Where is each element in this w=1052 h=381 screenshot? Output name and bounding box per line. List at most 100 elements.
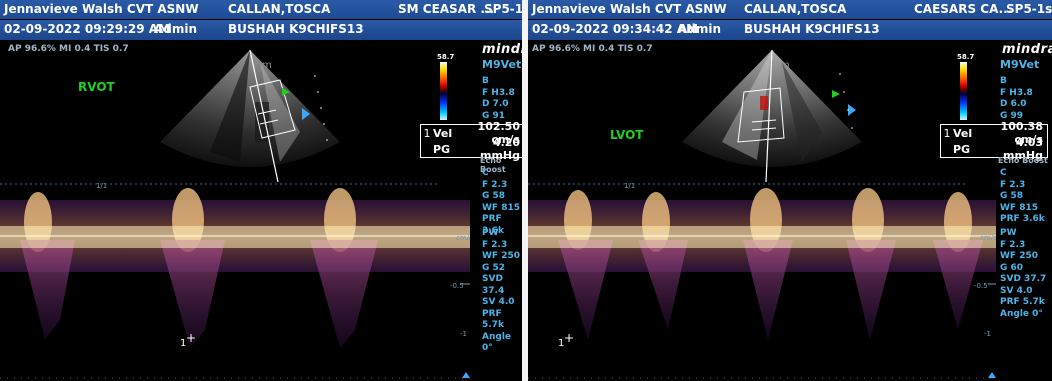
operator: Admin xyxy=(678,22,722,36)
institution: Jennavieve Walsh CVT ASNW xyxy=(532,2,727,16)
param-pw-header: PW xyxy=(1000,228,1017,238)
param-c-gain: G 58 xyxy=(482,191,506,201)
param-b-freq: F H3.8 xyxy=(1000,87,1033,98)
param-pw-freq: F 2.3 xyxy=(482,239,508,250)
measurement-box: 1 Vel 100.38 cm/s PG 4.03 mmHg xyxy=(940,120,1048,162)
param-c-wf: WF 815 xyxy=(1000,202,1038,213)
patient-id: BUSHAH K9CHIFS13 xyxy=(744,22,880,36)
echo-boost-label: Echo Boost xyxy=(480,156,506,174)
left-panel: Jennavieve Walsh CVT ASNW CALLAN,TOSCA S… xyxy=(0,0,522,381)
scale-label: 1/1 xyxy=(624,182,635,190)
measurement-row-gradient: PG 4.03 mmHg xyxy=(941,136,1047,162)
param-b-gain: G 99 xyxy=(1000,110,1024,121)
model-name: M9Vet xyxy=(482,58,522,71)
right-panel: Jennavieve Walsh CVT ASNW CALLAN,TOSCA C… xyxy=(528,0,1052,381)
acoustic-output: AP 96.6% MI 0.4 TIS 0.7 xyxy=(8,44,129,54)
scale-label: 1/1 xyxy=(96,182,107,190)
param-c-header: C xyxy=(482,168,489,178)
color-scale-bar xyxy=(440,62,447,120)
param-pw-gain: G 60 xyxy=(1000,262,1024,273)
param-c-prf: PRF 3.6k xyxy=(482,214,504,236)
param-c-freq: F 2.3 xyxy=(1000,179,1026,190)
tick-label: -0.5 xyxy=(974,282,988,290)
color-params: C F 2.3 G 58 WF 815 PRF 3.6k xyxy=(482,168,522,237)
doppler-spectrum: 1/1 cm/s -0.5 -1 1 + xyxy=(0,182,470,379)
param-b-header: B xyxy=(482,76,489,86)
b-mode-params: B F H3.8 D 7.0 G 91 xyxy=(482,76,515,122)
b-mode-sector-image: m xyxy=(682,49,862,182)
measurement-row-velocity: 1 Vel 100.38 cm/s xyxy=(941,120,1047,146)
param-c-header: C xyxy=(1000,168,1007,178)
header-row-1: Jennavieve Walsh CVT ASNW CALLAN,TOSCA S… xyxy=(0,0,522,19)
spectral-peaks-down xyxy=(558,240,983,340)
param-pw-header: PW xyxy=(482,228,499,238)
header-row-2: 02-09-2022 09:29:29 AM Admin BUSHAH K9CH… xyxy=(0,20,522,40)
svg-text:m: m xyxy=(262,60,272,71)
color-scale-max: 58.7 xyxy=(437,53,455,61)
measurement-label: Vel xyxy=(433,126,453,140)
measurement-value: 100.38 cm/s xyxy=(1000,120,1043,146)
param-pw-wf: WF 250 xyxy=(1000,251,1038,261)
measurement-label: Vel xyxy=(953,126,973,140)
clinician: SM CEASAR ... xyxy=(398,2,495,16)
measurement-label: PG xyxy=(433,142,451,156)
param-pw-svd: SVD 37.4 xyxy=(482,274,505,296)
caliper-label: 1 xyxy=(180,338,186,349)
param-pw-gain: G 52 xyxy=(482,262,506,273)
tick-label: -0.5 xyxy=(450,282,464,290)
param-pw-prf: PRF 5.7k xyxy=(1000,297,1045,307)
depth-ticks xyxy=(839,73,853,129)
svg-text:+: + xyxy=(564,331,574,345)
svg-text:+: + xyxy=(186,331,196,345)
param-pw-prf: PRF 5.7k xyxy=(482,308,504,331)
param-pw-svd: SVD 37.7 xyxy=(1000,274,1047,284)
measurement-value: 4.20 mmHg xyxy=(479,136,520,162)
param-c-gain: G 58 xyxy=(1000,191,1024,201)
brand-logo: mindray xyxy=(482,42,522,57)
exam-datetime: 02-09-2022 09:29:29 AM xyxy=(4,22,171,36)
operator: Admin xyxy=(154,22,198,36)
param-b-depth: D 7.0 xyxy=(482,99,509,109)
patient-id: BUSHAH K9CHIFS13 xyxy=(228,22,364,36)
pw-params: PW F 2.3 WF 250 G 52 SVD 37.4 SV 4.0 PRF… xyxy=(482,228,522,355)
param-c-prf: PRF 3.6k xyxy=(1000,214,1045,224)
param-c-freq: F 2.3 xyxy=(482,179,508,190)
panel-divider xyxy=(522,0,528,381)
view-label: LVOT xyxy=(610,128,644,142)
doppler-spectrum: 1/1 cm/s -0.5 -1 1 + xyxy=(528,182,996,379)
header-row-1: Jennavieve Walsh CVT ASNW CALLAN,TOSCA C… xyxy=(528,0,1052,19)
param-b-gain: G 91 xyxy=(482,110,506,121)
measurement-index: 1 xyxy=(423,126,431,140)
view-label: RVOT xyxy=(78,80,115,94)
param-pw-wf: WF 250 xyxy=(482,251,520,261)
svg-text:m: m xyxy=(780,60,790,71)
color-scale-bar xyxy=(960,62,967,120)
patient-name: CALLAN,TOSCA xyxy=(228,2,331,16)
measurement-row-gradient: PG 4.20 mmHg xyxy=(421,136,522,162)
param-pw-angle: Angle 0° xyxy=(482,331,512,354)
color-params: C F 2.3 G 58 WF 815 PRF 3.6k xyxy=(1000,168,1045,226)
model-name: M9Vet xyxy=(1000,58,1040,71)
b-mode-sector-image: m xyxy=(160,49,340,182)
probe: SP5-1s xyxy=(484,2,522,16)
tick-label: -1 xyxy=(460,330,467,338)
clinician: CAESARS CA... xyxy=(914,2,1013,16)
param-c-wf: WF 815 xyxy=(482,202,520,213)
depth-ticks xyxy=(314,75,328,141)
tick-label: -1 xyxy=(984,330,991,338)
caliper-label: 1 xyxy=(558,338,564,349)
param-pw-sv: SV 4.0 xyxy=(1000,285,1033,296)
probe: SP5-1s xyxy=(1006,2,1052,16)
measurement-value: 4.03 mmHg xyxy=(1002,136,1043,162)
measurement-index: 1 xyxy=(943,126,951,140)
baseline-label: cm/s xyxy=(980,234,996,242)
param-pw-angle: Angle 0° xyxy=(1000,308,1043,319)
param-b-header: B xyxy=(1000,76,1007,86)
measurement-value: 102.50 cm/s xyxy=(477,120,520,146)
header-row-2: 02-09-2022 09:34:42 AM Admin BUSHAH K9CH… xyxy=(528,20,1052,40)
echo-boost-label: Echo Boost xyxy=(998,156,1048,165)
pw-params: PW F 2.3 WF 250 G 60 SVD 37.7 SV 4.0 PRF… xyxy=(1000,228,1046,320)
measurement-row-velocity: 1 Vel 102.50 cm/s xyxy=(421,120,522,146)
param-b-depth: D 6.0 xyxy=(1000,99,1027,109)
